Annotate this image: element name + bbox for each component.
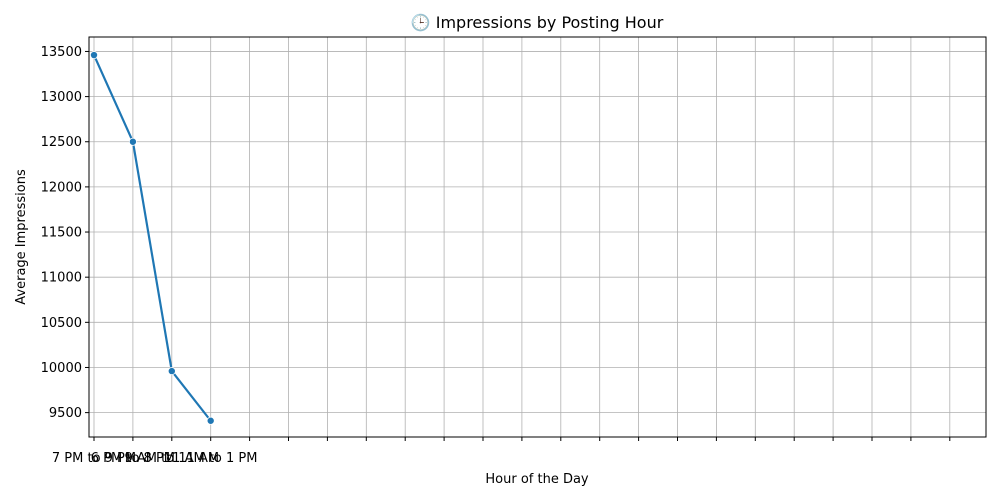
x-tick-label: 6 PM to 8 PM xyxy=(91,451,175,466)
grid xyxy=(89,37,986,437)
y-tick-label: 13000 xyxy=(41,90,82,105)
data-point xyxy=(128,137,137,146)
plot-area xyxy=(88,36,987,438)
y-tick-label: 12000 xyxy=(41,180,82,195)
y-tick-label: 9500 xyxy=(49,406,82,421)
y-tick-label: 11000 xyxy=(41,271,82,286)
y-tick-label: 13500 xyxy=(41,45,82,60)
data-point xyxy=(206,416,215,425)
series-layer xyxy=(90,51,215,425)
x-tick-label: 11 AM to 1 PM xyxy=(164,451,258,466)
data-point xyxy=(90,51,99,60)
y-tick-label: 10000 xyxy=(41,361,82,376)
x-tick-label: 9 AM to 11 AM xyxy=(124,451,219,466)
chart-title: 🕒 Impressions by Posting Hour xyxy=(411,13,664,32)
x-tick-label: 7 PM to 9 PM xyxy=(52,451,136,466)
x-axis: 7 PM to 9 PM6 PM to 8 PM9 AM to 11 AM11 … xyxy=(52,437,951,466)
y-axis: 9500 10000 10500 11000 11500 12000 12500 13000 1… xyxy=(41,45,89,421)
data-point xyxy=(167,367,176,376)
y-tick-label: 12500 xyxy=(41,135,82,150)
y-tick-label: 11500 xyxy=(41,226,82,241)
y-axis-label: Average Impressions xyxy=(14,169,29,305)
series-line xyxy=(92,54,212,422)
y-tick-label: 10500 xyxy=(41,316,82,331)
x-axis-label: Hour of the Day xyxy=(485,472,589,487)
